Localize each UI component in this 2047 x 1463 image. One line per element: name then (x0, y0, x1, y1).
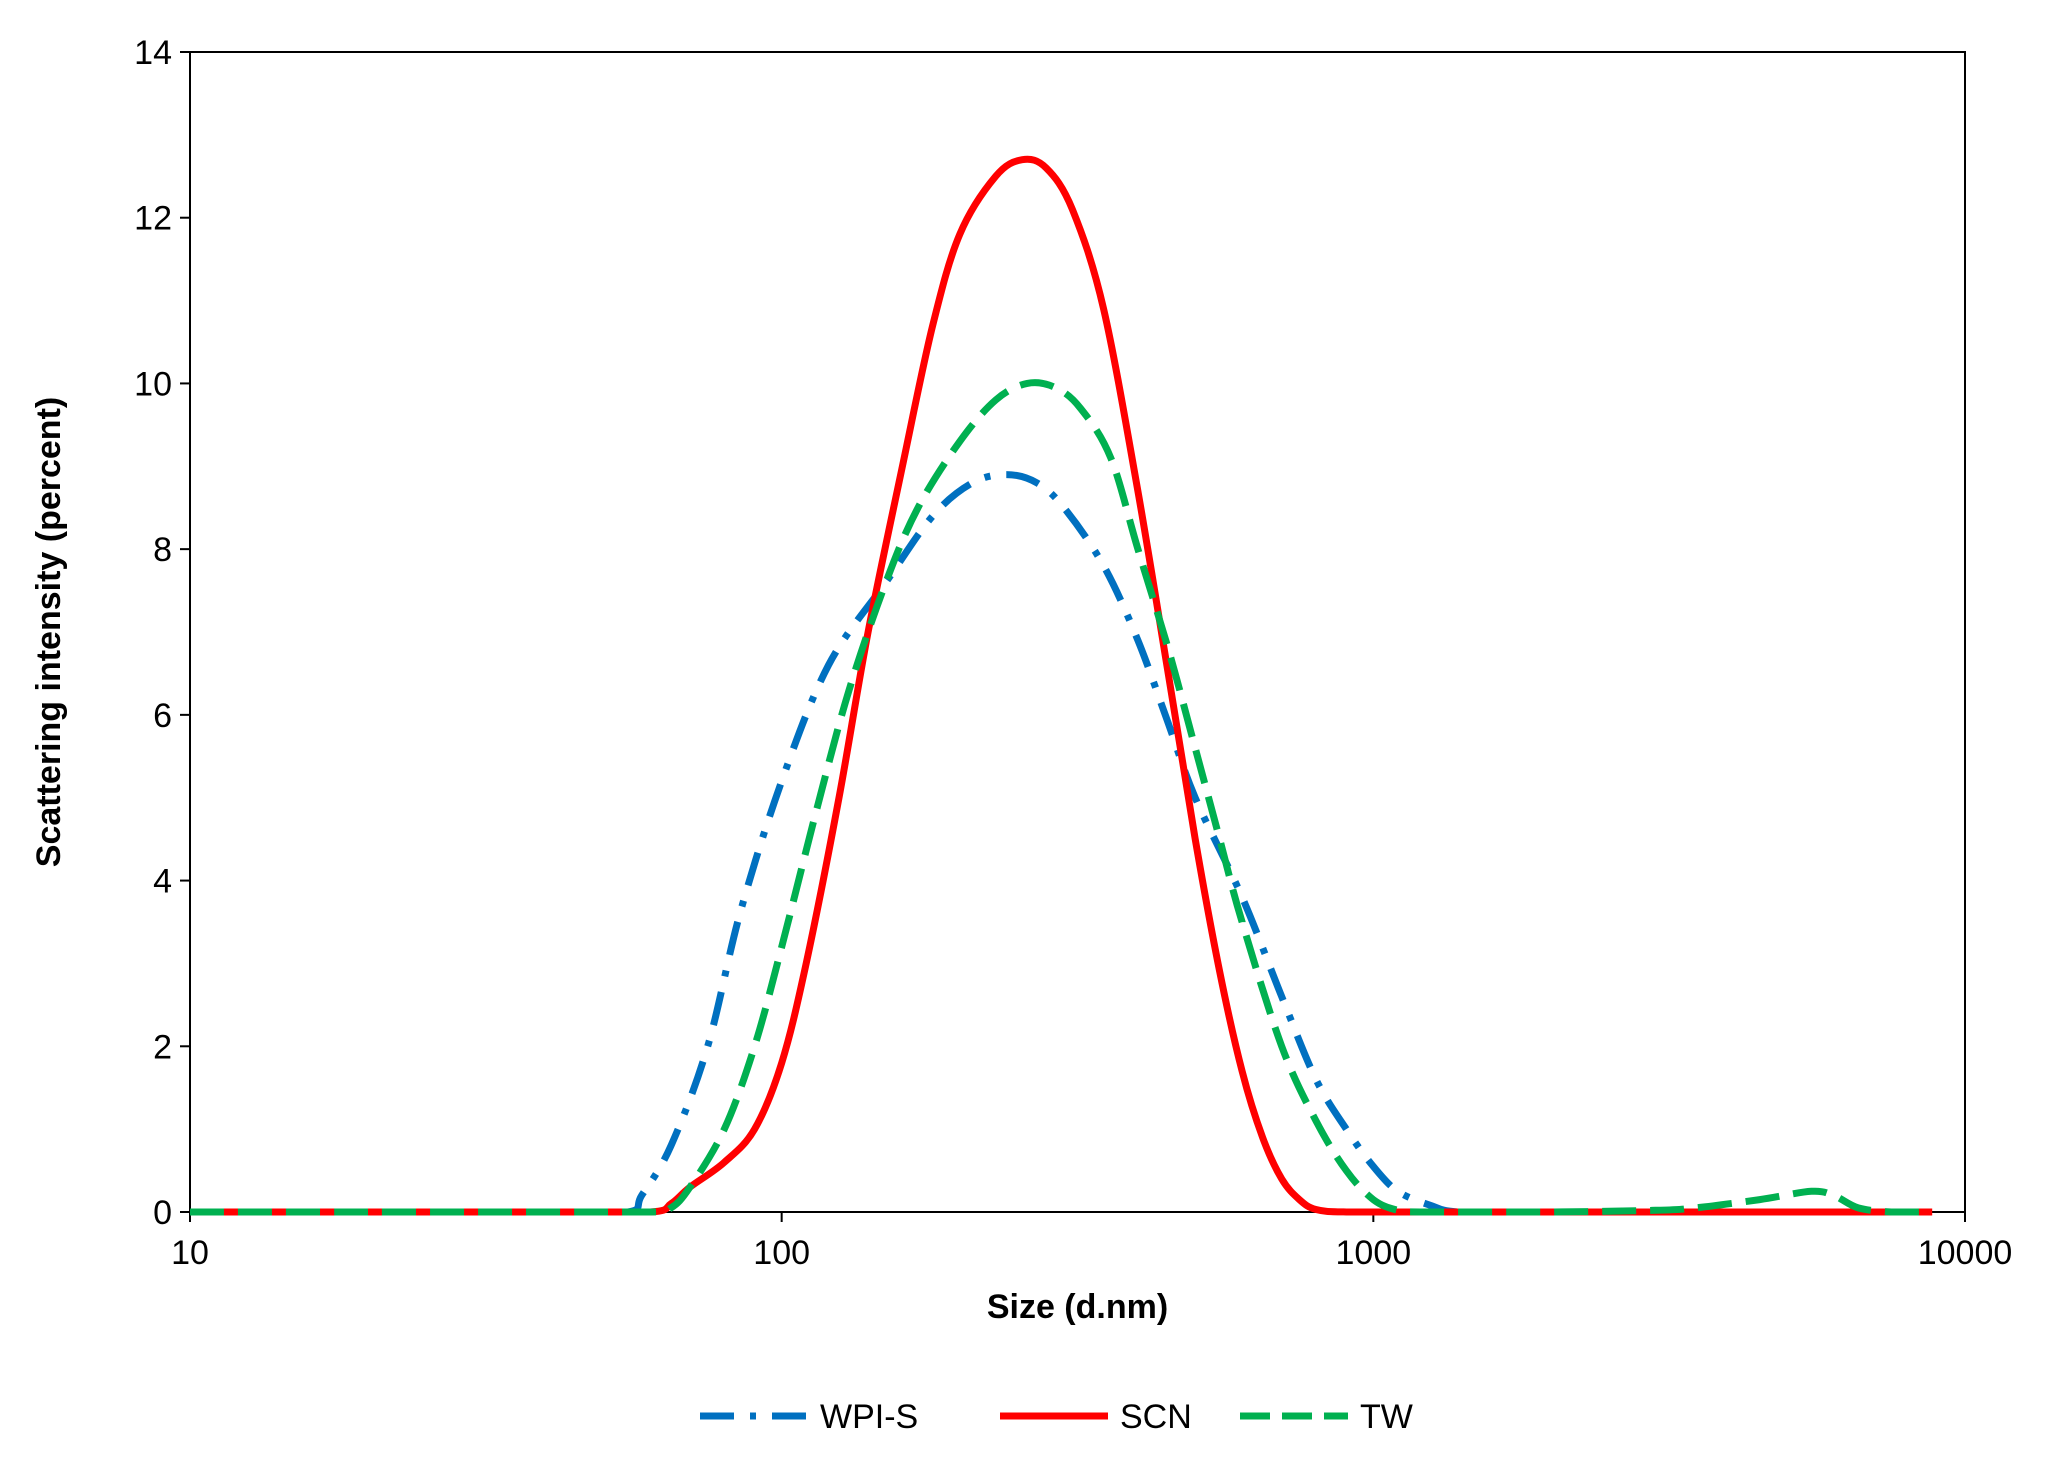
x-axis-ticks: 10 100 1000 10000 (171, 1212, 2012, 1272)
y-tick-label: 10 (134, 365, 172, 403)
series-line-scn (190, 155, 1933, 1216)
plot-frame (189, 51, 1966, 1213)
plot-area (189, 51, 1966, 1213)
legend-label-wpi-s: WPI-S (820, 1398, 918, 1436)
y-tick-label: 8 (153, 531, 172, 569)
y-tick-label: 0 (153, 1194, 172, 1232)
series-line-wpi-s (190, 471, 1924, 1216)
legend: WPI-S SCN TW (700, 1398, 1413, 1436)
y-tick-label: 6 (153, 697, 172, 735)
y-tick-label: 2 (153, 1028, 172, 1066)
x-tick-label: 10000 (1918, 1234, 2013, 1272)
series-layer (190, 155, 1933, 1216)
legend-label-tw: TW (1360, 1398, 1413, 1436)
x-tick-label: 1000 (1336, 1234, 1412, 1272)
y-tick-label: 4 (153, 863, 172, 901)
series-line-tw (190, 379, 1924, 1216)
y-axis-title: Scattering intensity (percent) (30, 397, 68, 867)
y-tick-label: 12 (134, 200, 172, 238)
x-tick-label: 10 (171, 1234, 209, 1272)
y-tick-label: 14 (134, 34, 172, 72)
x-axis-title: Size (d.nm) (987, 1288, 1168, 1326)
x-tick-label: 100 (753, 1234, 810, 1272)
y-axis-ticks: 0 2 4 6 8 10 12 14 (134, 34, 190, 1232)
legend-label-scn: SCN (1120, 1398, 1192, 1436)
